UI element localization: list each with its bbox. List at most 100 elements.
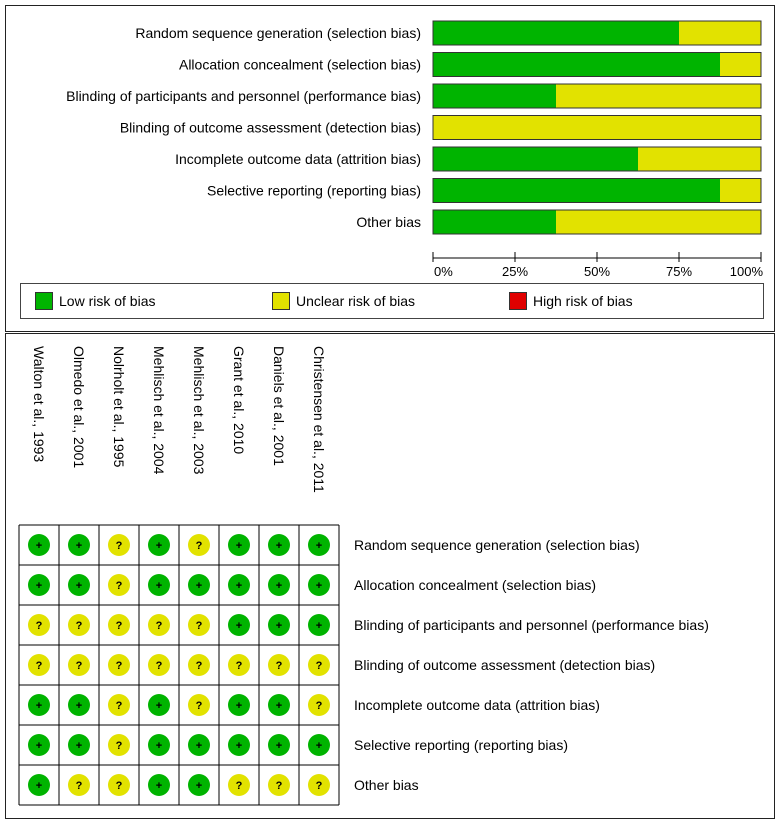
judgement-symbol: + (316, 620, 322, 632)
low-risk-icon (228, 614, 250, 636)
domain-label: Selective reporting (reporting bias) (354, 737, 568, 753)
judgement-symbol: + (156, 700, 162, 712)
bar-outline (432, 83, 762, 109)
judgement-symbol: + (36, 540, 42, 552)
low-risk-icon (188, 734, 210, 756)
unclear-risk-icon (108, 734, 130, 756)
bar-category-label: Blinding of participants and personnel (… (66, 88, 421, 104)
legend-item-unclear: Unclear risk of bias (272, 292, 415, 310)
bar-segment-low (433, 52, 720, 77)
judgement-symbol: ? (316, 700, 323, 712)
judgement-symbol: + (236, 580, 242, 592)
low-risk-icon (148, 534, 170, 556)
judgement-symbol: ? (76, 660, 83, 672)
judgement-symbol: + (76, 740, 82, 752)
low-risk-icon (308, 574, 330, 596)
low-risk-icon (68, 534, 90, 556)
bar-segment-low (433, 21, 679, 45)
study-label: Daniels et al., 2001 (271, 346, 287, 466)
bar-category-label: Incomplete outcome data (attrition bias) (175, 151, 421, 167)
bar-segment-low (433, 84, 556, 108)
unclear-risk-icon (108, 534, 130, 556)
bar-segment-low (433, 210, 556, 234)
domain-label: Random sequence generation (selection bi… (354, 537, 640, 553)
judgement-symbol: + (276, 740, 282, 752)
risk-of-bias-bar-chart: Random sequence generation (selection bi… (66, 20, 763, 278)
judgement-symbol: + (276, 540, 282, 552)
unclear-risk-icon (268, 774, 290, 796)
unclear-risk-icon (188, 694, 210, 716)
unclear-risk-icon (108, 614, 130, 636)
x-tick-label: 50% (584, 264, 610, 278)
judgement-symbol: ? (36, 660, 43, 672)
bar-category-label: Allocation concealment (selection bias) (179, 57, 421, 73)
bar-outline (432, 146, 762, 172)
judgement-symbol: ? (276, 780, 283, 792)
bar-outline (432, 52, 762, 77)
judgement-symbol: ? (236, 660, 243, 672)
judgement-symbol: ? (276, 660, 283, 672)
unclear-risk-icon (108, 654, 130, 676)
domain-label: Other bias (354, 777, 419, 793)
judgement-symbol: + (276, 620, 282, 632)
judgement-symbol: + (236, 700, 242, 712)
x-tick-label: 75% (666, 264, 692, 278)
unclear-risk-icon (28, 654, 50, 676)
bar-outline (432, 115, 762, 140)
bar-category-label: Selective reporting (reporting bias) (207, 183, 421, 199)
bar-outline (432, 20, 762, 46)
bar-segment-low (433, 178, 720, 203)
judgement-symbol: + (76, 700, 82, 712)
unclear-risk-icon (188, 614, 210, 636)
unclear-risk-icon (148, 654, 170, 676)
judgement-symbol: ? (76, 620, 83, 632)
judgement-symbol: + (196, 780, 202, 792)
bar-segment-unclear (556, 210, 761, 234)
legend-swatch-high (509, 292, 527, 310)
judgement-symbol: + (36, 780, 42, 792)
judgement-symbol: ? (76, 780, 83, 792)
judgement-symbol: + (276, 700, 282, 712)
domain-label: Blinding of outcome assessment (detectio… (354, 657, 655, 673)
low-risk-icon (148, 694, 170, 716)
judgement-symbol: ? (116, 540, 123, 552)
unclear-risk-icon (148, 614, 170, 636)
study-label: Grant et al., 2010 (231, 346, 247, 454)
low-risk-icon (148, 574, 170, 596)
bar-segment-unclear (638, 147, 761, 171)
judgement-symbol: ? (196, 700, 203, 712)
low-risk-icon (188, 774, 210, 796)
unclear-risk-icon (228, 654, 250, 676)
risk-of-bias-graph-panel: Random sequence generation (selection bi… (5, 5, 775, 332)
judgement-symbol: + (316, 740, 322, 752)
judgement-symbol: ? (116, 580, 123, 592)
legend-swatch-unclear (272, 292, 290, 310)
bar-segment-unclear (679, 21, 761, 45)
judgement-symbol: + (276, 580, 282, 592)
unclear-risk-icon (228, 774, 250, 796)
low-risk-icon (228, 574, 250, 596)
unclear-risk-icon (308, 774, 330, 796)
study-label: Walton et al., 1993 (31, 346, 47, 462)
unclear-risk-icon (68, 654, 90, 676)
judgement-symbol: + (156, 740, 162, 752)
low-risk-icon (308, 734, 330, 756)
low-risk-icon (308, 534, 330, 556)
judgement-symbol: ? (196, 620, 203, 632)
low-risk-icon (268, 734, 290, 756)
bar-segment-unclear (556, 84, 761, 108)
study-label: Olmedo et al., 2001 (71, 346, 87, 468)
judgement-symbol: + (236, 540, 242, 552)
unclear-risk-icon (68, 774, 90, 796)
bar-outline (432, 178, 762, 203)
judgement-symbol: ? (236, 780, 243, 792)
legend-label-unclear: Unclear risk of bias (296, 293, 416, 309)
unclear-risk-icon (68, 614, 90, 636)
judgement-symbol: + (36, 700, 42, 712)
low-risk-icon (268, 614, 290, 636)
judgement-symbol: + (156, 540, 162, 552)
legend-label-low: Low risk of bias (59, 293, 156, 309)
unclear-risk-icon (308, 694, 330, 716)
legend-label-high: High risk of bias (533, 293, 633, 309)
unclear-risk-icon (268, 654, 290, 676)
